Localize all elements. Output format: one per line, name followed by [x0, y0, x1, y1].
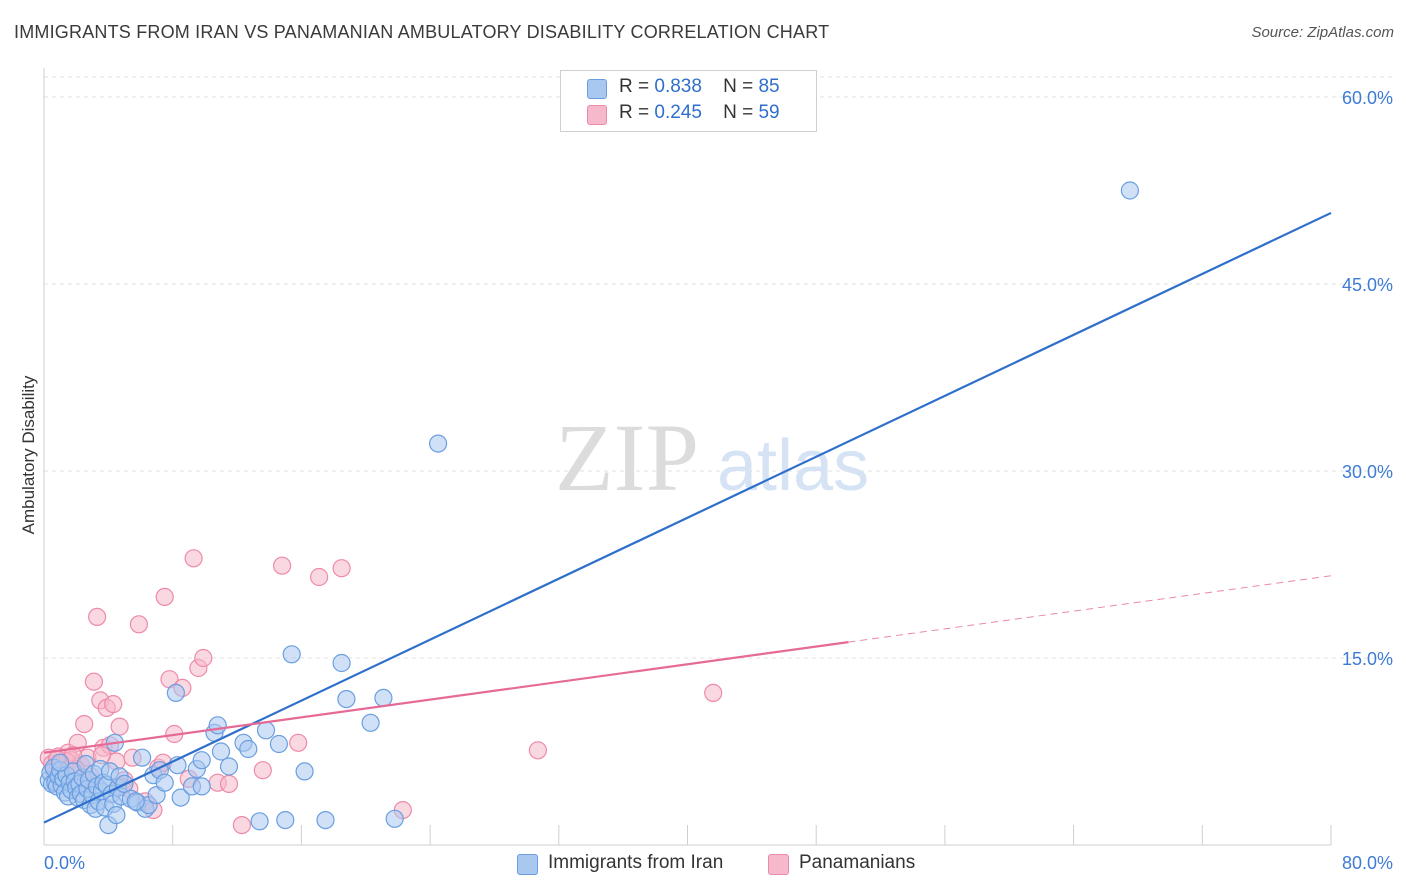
- iran-point-69: [282, 645, 301, 664]
- chart-title: IMMIGRANTS FROM IRAN VS PANAMANIAN AMBUL…: [14, 22, 830, 42]
- iran-point-75: [374, 688, 393, 708]
- panama-point-40: [273, 556, 292, 575]
- panama-point-46: [704, 683, 723, 703]
- legend-r-panama: 0.245: [654, 102, 702, 123]
- iran-point-80: [166, 683, 185, 703]
- legend-r-label: R =: [619, 76, 650, 97]
- panama-point-38: [232, 815, 251, 835]
- bottom-legend-swatch-iran: [517, 854, 538, 875]
- iran-point-81: [1120, 181, 1140, 200]
- panama-point-11: [75, 714, 94, 734]
- panama-point-15: [87, 607, 107, 627]
- axes: [43, 68, 1332, 846]
- y-axis-label: Ambulatory Disability: [19, 375, 38, 534]
- panama-point-35: [194, 648, 213, 668]
- iran-point-79: [276, 810, 295, 830]
- legend-n-panama: 59: [758, 102, 780, 123]
- watermark-zip: ZIP: [555, 404, 699, 511]
- iran-point-63: [211, 742, 231, 761]
- iran-point-70: [295, 762, 314, 781]
- tick-labels: 15.0% 30.0% 45.0% 60.0% 0.0% 80.0%: [44, 88, 1393, 873]
- iran-point-42: [107, 805, 126, 825]
- y-tick-label-60: 60.0%: [1342, 88, 1393, 108]
- iran-point-71: [316, 810, 335, 830]
- x-tick-label-min: 0.0%: [44, 853, 85, 873]
- iran-point-67: [256, 721, 276, 740]
- iran-point-57: [171, 788, 190, 807]
- iran-point-83: [50, 753, 70, 772]
- y-tick-label-15: 15.0%: [1342, 649, 1393, 669]
- grid-lines: [44, 76, 1394, 659]
- y-tick-label-30: 30.0%: [1342, 462, 1393, 482]
- panama-point-22: [110, 717, 129, 736]
- correlation-legend: R = 0.838 N = 85 R = 0.245 N = 59: [560, 70, 817, 132]
- panama-point-41: [289, 733, 308, 752]
- panama-point-20: [104, 694, 123, 714]
- panama-point-39: [253, 761, 272, 780]
- panama-point-14: [84, 672, 104, 691]
- iran-points: [39, 181, 1140, 835]
- panama-trend-line: [43, 641, 849, 754]
- legend-n-label: N =: [723, 102, 754, 123]
- iran-point-72: [332, 653, 351, 673]
- watermark: ZIP atlas: [555, 404, 869, 511]
- source-label: Source: ZipAtlas.com: [1251, 24, 1394, 41]
- legend-r-label: R =: [619, 102, 650, 123]
- panama-trend-line-extension: [848, 575, 1332, 643]
- panama-point-42: [310, 567, 329, 587]
- iran-point-84: [126, 792, 145, 811]
- bottom-legend-swatch-panama: [768, 854, 789, 875]
- bottom-legend-label-panama: Panamanians: [799, 852, 916, 873]
- iran-point-77: [429, 434, 448, 453]
- iran-point-82: [192, 777, 211, 796]
- iran-point-62: [208, 716, 227, 735]
- iran-point-64: [219, 757, 239, 776]
- legend-swatch-iran: [587, 79, 607, 99]
- iran-point-49: [133, 748, 152, 767]
- legend-swatch-panama: [587, 105, 607, 125]
- bottom-legend-label-iran: Immigrants from Iran: [548, 852, 724, 873]
- iran-point-60: [192, 751, 211, 770]
- panama-point-33: [184, 549, 203, 568]
- legend-n-label: N =: [723, 76, 754, 97]
- iran-point-78: [250, 812, 269, 831]
- iran-point-73: [337, 689, 356, 709]
- panama-point-37: [219, 774, 239, 794]
- iran-point-68: [269, 734, 288, 754]
- legend-r-iran: 0.838: [654, 76, 702, 97]
- panama-point-25: [129, 615, 148, 634]
- panama-point-43: [332, 559, 351, 578]
- iran-point-74: [361, 713, 380, 732]
- iran-trend-line: [43, 211, 1332, 824]
- x-tick-label-max: 80.0%: [1342, 853, 1393, 873]
- panama-point-29: [155, 587, 174, 607]
- iran-point-66: [239, 739, 258, 759]
- trend-lines: [43, 211, 1332, 824]
- iran-point-55: [155, 773, 174, 792]
- y-tick-label-45: 45.0%: [1342, 275, 1393, 295]
- panama-point-45: [528, 741, 548, 760]
- iran-point-76: [385, 809, 404, 828]
- legend-n-iran: 85: [758, 76, 780, 97]
